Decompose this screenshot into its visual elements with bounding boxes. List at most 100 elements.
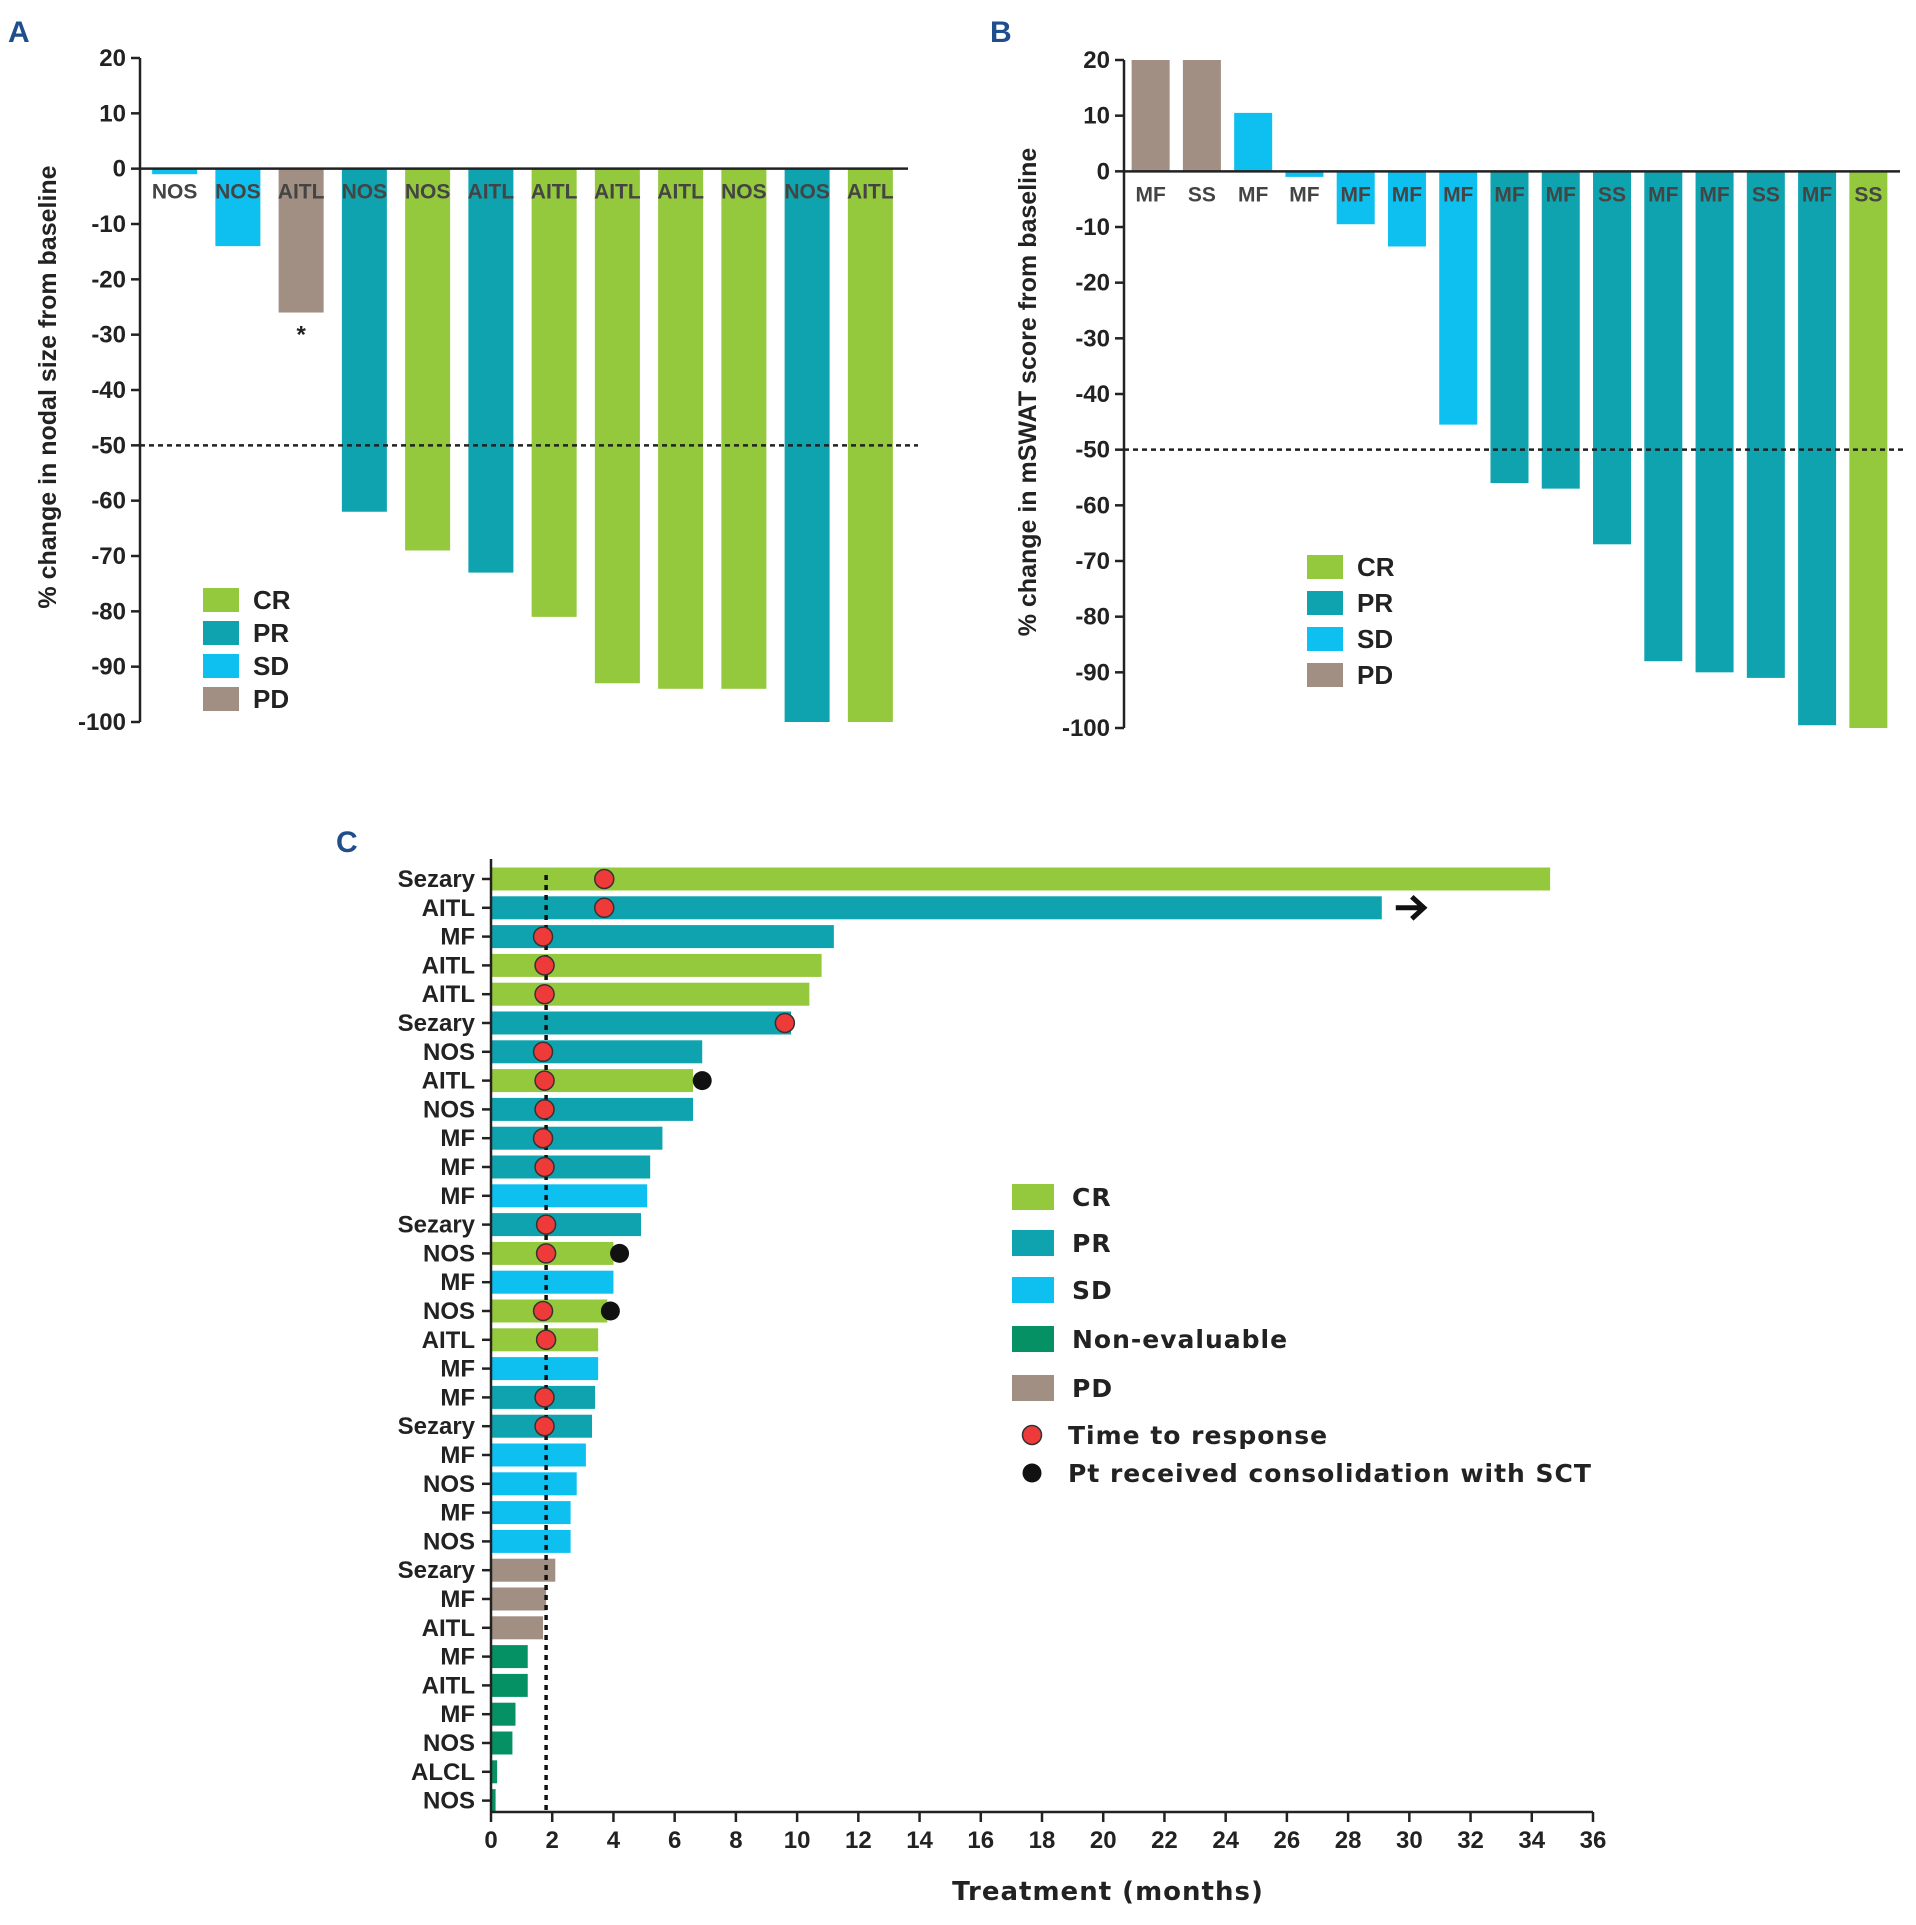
time-to-response-dot <box>534 955 555 976</box>
sct-consolidation-dot <box>692 1071 712 1091</box>
y-tick-label: 10 <box>99 100 126 127</box>
x-tick-label: 14 <box>906 1827 933 1854</box>
swimmer-bar-cr <box>491 953 822 977</box>
x-tick-label: 22 <box>1151 1827 1178 1854</box>
swimmer-bar-ne <box>491 1789 496 1813</box>
row-label: MF <box>440 1701 475 1728</box>
x-tick-label: 34 <box>1518 1827 1545 1854</box>
legend-swatch-pr <box>203 621 239 645</box>
legend-swatch-sd <box>203 654 239 678</box>
x-tick-label: 0 <box>484 1827 497 1854</box>
row-label: NOS <box>423 1298 475 1325</box>
swimmer-bar-sd <box>491 1529 571 1553</box>
row-label: NOS <box>423 1096 475 1123</box>
row-label: MF <box>440 1586 475 1613</box>
category-label: AITL <box>468 181 515 204</box>
category-label: AITL <box>531 181 578 204</box>
category-label: NOS <box>784 181 830 204</box>
panel-c-legend: CR PR SD Non-evaluable PD Time to response Pt … <box>1012 1183 1591 1488</box>
x-tick-label: 10 <box>784 1827 811 1854</box>
bar-pr <box>468 168 514 573</box>
row-label: MF <box>440 1269 475 1296</box>
time-to-response-dot <box>532 1127 554 1149</box>
panel-b-plot-area: 20 10 0 -10 -20 -30 -40 -50 -60 -70 -80 -90 -100 MF SS… <box>1062 47 1905 742</box>
legend-response-dot-icon <box>1021 1424 1043 1446</box>
row-label: NOS <box>423 1730 475 1757</box>
swimmer-bar-pd <box>491 1587 547 1611</box>
category-label: SS <box>1598 183 1626 206</box>
y-tick-label: 0 <box>1097 158 1110 185</box>
row-label: AITL <box>422 1672 475 1699</box>
panel-a-y-axis-title: % change in nodal size from baseline <box>34 165 62 608</box>
legend-label-ne: Non-evaluable <box>1072 1325 1288 1354</box>
row-label: MF <box>440 1442 475 1469</box>
category-label: MF <box>1443 183 1473 206</box>
y-tick-label: -80 <box>1075 604 1110 631</box>
category-label: NOS <box>215 181 261 204</box>
time-to-response-dot <box>534 1415 555 1437</box>
y-tick-label: -40 <box>1075 381 1110 408</box>
category-label: MF <box>1802 183 1832 206</box>
bar-sd <box>1234 112 1273 172</box>
bar-pd <box>278 168 324 313</box>
bar-cr <box>405 168 451 551</box>
row-label: AITL <box>422 981 475 1008</box>
swimmer-bar-cr <box>491 1069 694 1093</box>
row-label: Sezary <box>398 1010 476 1037</box>
time-to-response-dot <box>594 897 615 919</box>
bar-pr <box>1490 171 1529 484</box>
swimmer-bar-sd <box>491 1184 648 1208</box>
y-tick-label: -20 <box>91 266 126 293</box>
row-label: MF <box>440 1125 475 1152</box>
category-label: MF <box>1546 183 1576 206</box>
legend-swatch-pd <box>1307 663 1343 687</box>
y-tick-label: -40 <box>91 377 126 404</box>
x-tick-label: 6 <box>668 1827 681 1854</box>
y-tick-label: -90 <box>1075 659 1110 686</box>
bar-pr <box>1593 171 1632 545</box>
legend-label-response-dot: Time to response <box>1068 1421 1328 1450</box>
y-tick-label: -60 <box>91 488 126 515</box>
bar-pd <box>1182 60 1221 172</box>
bar-sd <box>1336 171 1375 225</box>
y-tick-label: -20 <box>1075 270 1110 297</box>
panel-c-label: C <box>336 826 358 859</box>
row-label: Sezary <box>398 1212 476 1239</box>
time-to-response-dot <box>534 983 555 1005</box>
swimmer-bar-pr <box>491 925 834 949</box>
category-label: NOS <box>152 181 198 204</box>
sct-consolidation-dot <box>610 1243 630 1263</box>
legend-swatch-cr <box>203 588 239 612</box>
row-label: MF <box>440 1644 475 1671</box>
category-label: MF <box>1699 183 1729 206</box>
time-to-response-dot <box>535 1243 557 1264</box>
y-tick-label: -70 <box>91 543 126 570</box>
legend-swatch-pd <box>203 687 239 711</box>
y-tick-label: -70 <box>1075 548 1110 575</box>
swimmer-bar-pr <box>491 896 1382 920</box>
category-label: MF <box>1494 183 1524 206</box>
legend-swatch-pr <box>1307 591 1343 615</box>
bar-sd <box>152 168 198 175</box>
time-to-response-dot <box>532 1041 554 1063</box>
category-label: MF <box>1392 183 1422 206</box>
y-tick-label: 20 <box>1083 47 1110 74</box>
category-label: SS <box>1188 183 1216 206</box>
x-tick-label: 30 <box>1396 1827 1423 1854</box>
category-label: MF <box>1289 183 1319 206</box>
bar-cr <box>594 168 640 684</box>
row-label: AITL <box>422 1327 475 1354</box>
swimmer-bar-sd <box>491 1501 571 1525</box>
category-label: AITL <box>278 181 325 204</box>
bar-sd <box>1439 171 1478 425</box>
time-to-response-dot <box>594 868 615 890</box>
swimmer-bar-pr <box>491 1155 651 1179</box>
row-label: NOS <box>423 1788 475 1815</box>
time-to-response-dot <box>535 1329 557 1351</box>
category-label: MF <box>1648 183 1678 206</box>
x-tick-label: 36 <box>1580 1827 1607 1854</box>
row-label: AITL <box>422 952 475 979</box>
y-tick-label: -100 <box>1062 715 1110 742</box>
